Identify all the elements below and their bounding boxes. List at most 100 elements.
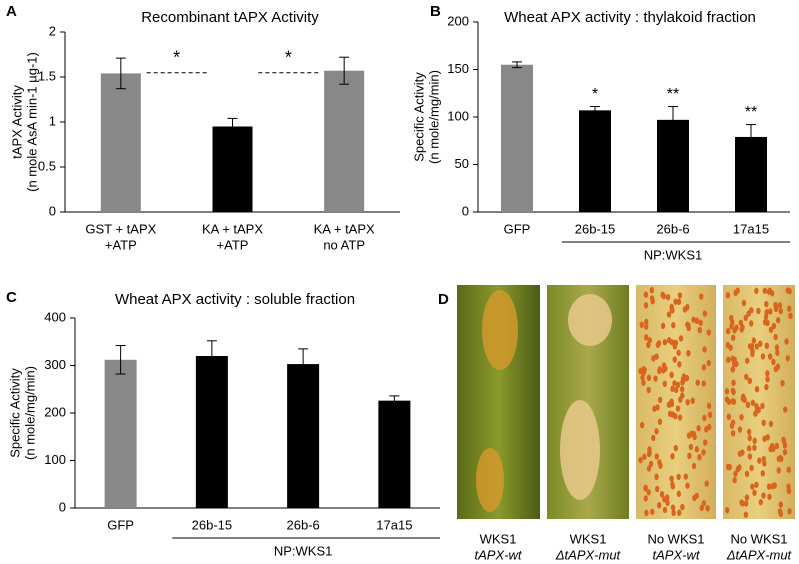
y-tick-label: 1 [49, 113, 56, 128]
pustule [733, 289, 738, 297]
y-tick-label: 300 [44, 357, 66, 372]
pustule [649, 295, 655, 302]
pustule [676, 473, 681, 481]
pustule [686, 324, 691, 332]
pustule [729, 323, 734, 330]
pustule [775, 349, 780, 356]
error-bar [339, 56, 350, 85]
significance-marker: ** [745, 104, 757, 121]
pustule [655, 404, 660, 411]
error-bar [668, 106, 678, 134]
bar [579, 110, 611, 212]
y-tick-label: 200 [44, 404, 66, 419]
y-axis-label: Specific Activity [7, 368, 22, 458]
y-tick-label: 100 [447, 108, 469, 123]
pustule [644, 318, 649, 326]
bar [501, 64, 533, 212]
pustule [765, 375, 770, 383]
pustule [685, 482, 690, 489]
pustule [743, 500, 749, 507]
pustule [765, 319, 770, 327]
pustule [768, 308, 773, 315]
y-tick-label: 1.5 [38, 68, 56, 83]
group-label: NP:WKS1 [274, 543, 333, 558]
pustule [657, 366, 663, 373]
pustule [705, 505, 710, 512]
pustule [641, 379, 646, 386]
pustule [758, 340, 763, 347]
x-tick-label: KA + tAPX [202, 221, 263, 236]
pustule [657, 396, 663, 404]
pustule [781, 436, 786, 444]
pustule [744, 494, 750, 501]
pustule [651, 355, 656, 362]
pustule [707, 411, 713, 419]
pustule [655, 341, 661, 349]
pustule [670, 453, 675, 460]
group-label: NP:WKS1 [644, 247, 703, 262]
pustule [768, 326, 774, 333]
pustule [729, 314, 734, 322]
pustule [764, 383, 769, 391]
pustule [732, 327, 737, 334]
pustule [760, 353, 766, 360]
pustule [778, 307, 784, 315]
bar [212, 126, 253, 212]
pustule [773, 365, 779, 373]
pustule [773, 305, 779, 313]
pustule [643, 302, 649, 309]
pustule [677, 509, 682, 516]
pustule [747, 453, 753, 460]
error-bar [590, 106, 600, 115]
pustule [654, 485, 660, 493]
pustule [774, 442, 780, 450]
pustule [671, 322, 676, 329]
pustule [774, 344, 780, 351]
pustule [737, 464, 742, 471]
pustule [676, 490, 682, 498]
pustule [726, 413, 732, 421]
pustule [761, 492, 766, 499]
pustule [746, 445, 752, 452]
panel-label: C [6, 289, 17, 306]
y-tick-label: 200 [447, 13, 469, 28]
pustule [646, 489, 651, 496]
pustule [662, 506, 668, 514]
y-axis-label: (n mole/mg/min) [426, 70, 441, 164]
pustule [707, 423, 712, 431]
y-tick-label: 0.5 [38, 158, 56, 173]
error-bar [298, 348, 309, 380]
pustule [659, 491, 665, 498]
photo-caption: No WKS1 [647, 531, 704, 546]
pustule [651, 434, 656, 442]
pustule [731, 379, 736, 387]
pustule [747, 377, 753, 385]
pustule [764, 342, 770, 350]
pustule [701, 364, 707, 371]
pustule [675, 381, 681, 389]
pustule [681, 373, 687, 380]
error-bar [227, 117, 238, 136]
x-tick-label: KA + tAPX [314, 221, 375, 236]
pustule [657, 418, 663, 425]
pustule [699, 504, 705, 512]
pustule [701, 449, 706, 456]
photo-caption: ΔtAPX-mut [726, 547, 793, 562]
pustule [785, 355, 790, 362]
pustule [691, 462, 697, 470]
chart-title: Wheat APX activity : thylakoid fraction [504, 9, 756, 26]
pustule [773, 333, 778, 341]
error-bar [115, 57, 126, 90]
pustule [680, 392, 685, 399]
pustule [758, 499, 763, 506]
pustule [767, 353, 773, 360]
pustule [750, 399, 756, 406]
lesion [560, 400, 600, 500]
pustule [784, 338, 789, 345]
pustule [756, 307, 761, 315]
pustule [783, 406, 788, 413]
pustule [643, 323, 649, 330]
pustule [730, 387, 736, 394]
y-tick-label: 0 [462, 203, 469, 218]
